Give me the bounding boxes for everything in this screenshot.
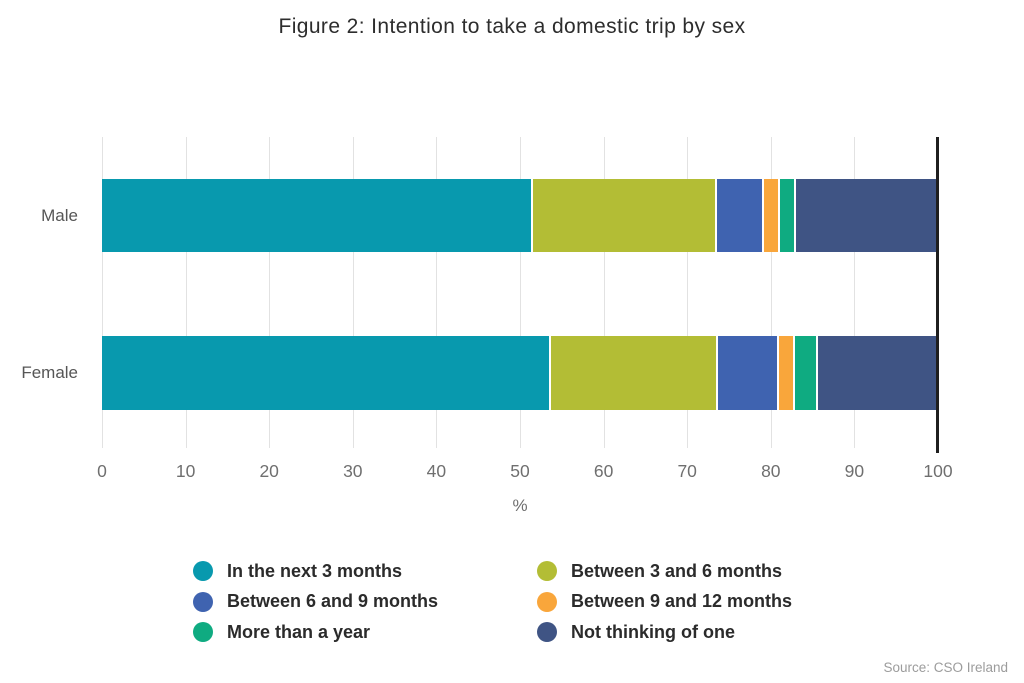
legend-label: Between 9 and 12 months: [571, 591, 793, 612]
gridline-40: [436, 137, 438, 448]
bar-male: [102, 179, 938, 252]
gridline-60: [603, 137, 605, 448]
segment-female-between-6-and-9-months[interactable]: [717, 336, 779, 410]
segment-male-more-than-a-year[interactable]: [779, 179, 796, 252]
segment-female-between-9-and-12-months[interactable]: [778, 336, 795, 410]
x-tick-label-90: 90: [844, 461, 865, 481]
x-tick-label-80: 80: [761, 461, 781, 481]
segment-female-more-than-a-year[interactable]: [794, 336, 817, 410]
legend-swatch-icon: [537, 561, 557, 582]
x-tick-label-60: 60: [593, 461, 614, 481]
legend-swatch-icon: [537, 591, 557, 612]
gridline-80: [770, 137, 772, 448]
legend-item-in-the-next-3-months[interactable]: In the next 3 months: [193, 561, 537, 582]
gridline-20: [269, 137, 271, 448]
segment-female-not-thinking-of-one[interactable]: [816, 336, 938, 410]
gridline-90: [854, 137, 856, 448]
category-label-female: Female: [21, 363, 78, 382]
legend: In the next 3 months Between 3 and 6 mont…: [193, 556, 873, 648]
category-label-male: Male: [41, 205, 78, 225]
gridline-30: [352, 137, 354, 448]
x-tick-label-50: 50: [510, 461, 530, 481]
legend-label: More than a year: [227, 621, 371, 642]
x-tick-label-70: 70: [677, 461, 697, 481]
legend-item-more-than-a-year[interactable]: More than a year: [193, 622, 537, 643]
legend-swatch-icon: [193, 561, 213, 582]
x-tick-label-20: 20: [259, 461, 279, 481]
legend-item-between-6-and-9-months[interactable]: Between 6 and 9 months: [193, 591, 537, 612]
segment-male-in-the-next-3-months[interactable]: [102, 179, 532, 252]
x-tick-label-30: 30: [343, 461, 363, 481]
segment-female-between-3-and-6-months[interactable]: [550, 336, 718, 410]
segment-male-between-9-and-12-months[interactable]: [763, 179, 780, 252]
x-tick-label-100: 100: [923, 461, 953, 481]
chart-title: Figure 2: Intention to take a domestic t…: [278, 15, 746, 38]
legend-label: Not thinking of one: [571, 621, 735, 642]
x-tick-label-0: 0: [97, 461, 107, 481]
legend-item-between-3-and-6-months[interactable]: Between 3 and 6 months: [537, 561, 782, 582]
gridline-10: [185, 137, 187, 448]
legend-row: More than a year Not thinking of one: [193, 617, 873, 648]
legend-label: Between 6 and 9 months: [227, 591, 439, 612]
segment-male-between-3-and-6-months[interactable]: [531, 179, 716, 252]
legend-swatch-icon: [537, 622, 557, 643]
legend-item-not-thinking-of-one[interactable]: Not thinking of one: [537, 622, 735, 643]
segment-male-not-thinking-of-one[interactable]: [795, 179, 938, 252]
x-tick-label-40: 40: [426, 461, 447, 481]
bar-female: [102, 336, 938, 410]
legend-row: Between 6 and 9 months Between 9 and 12 m…: [193, 587, 873, 618]
segment-female-in-the-next-3-months[interactable]: [102, 336, 551, 410]
gridline-70: [687, 137, 689, 448]
plot-area: [102, 137, 939, 453]
segment-male-between-6-and-9-months[interactable]: [715, 179, 764, 252]
gridline-50: [520, 137, 521, 448]
source-note: Source: CSO Ireland: [883, 660, 1008, 675]
legend-label: In the next 3 months: [227, 560, 403, 581]
axis-end-line: [936, 137, 939, 453]
legend-label: Between 3 and 6 months: [571, 560, 783, 581]
legend-row: In the next 3 months Between 3 and 6 mont…: [193, 556, 873, 587]
gridline-0: [102, 137, 103, 448]
legend-swatch-icon: [193, 622, 213, 643]
legend-swatch-icon: [193, 591, 213, 612]
x-tick-label-10: 10: [175, 461, 196, 481]
x-axis-label: %: [512, 496, 528, 515]
legend-item-between-9-and-12-months[interactable]: Between 9 and 12 months: [537, 591, 792, 612]
